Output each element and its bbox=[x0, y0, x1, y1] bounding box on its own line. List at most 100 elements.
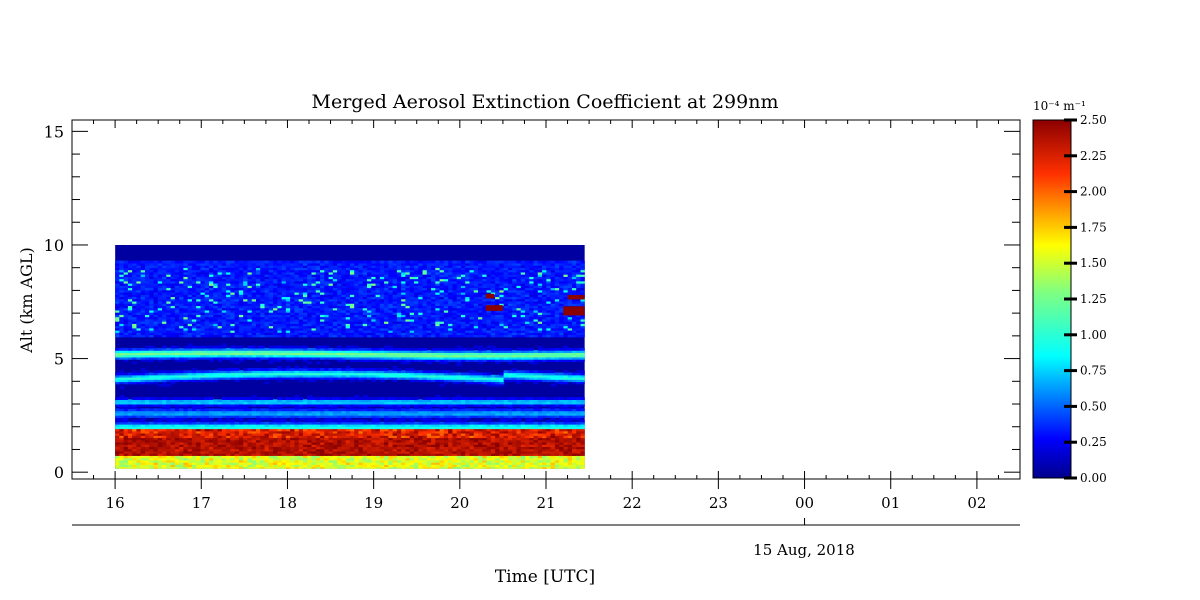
heatmap-cell bbox=[119, 441, 125, 445]
heatmap-cell bbox=[264, 415, 270, 418]
heatmap-cell bbox=[226, 417, 231, 421]
heatmap-cell bbox=[362, 303, 368, 306]
heatmap-cell bbox=[260, 294, 266, 298]
heatmap-cell bbox=[127, 415, 133, 418]
heatmap-cell bbox=[200, 455, 206, 459]
heatmap-cell bbox=[140, 283, 146, 286]
heatmap-cell bbox=[375, 450, 381, 454]
heatmap-cell bbox=[144, 345, 150, 349]
heatmap-cell bbox=[337, 466, 342, 469]
heatmap-cell bbox=[268, 296, 274, 300]
heatmap-cell bbox=[362, 325, 368, 329]
heatmap-cell bbox=[256, 307, 261, 311]
heatmap-cell bbox=[362, 291, 368, 295]
heatmap-cell bbox=[371, 305, 377, 309]
heatmap-cell bbox=[123, 359, 129, 362]
heatmap-cell bbox=[179, 296, 185, 300]
heatmap-cell bbox=[367, 412, 372, 416]
heatmap-cell bbox=[196, 312, 202, 315]
heatmap-cell bbox=[119, 327, 125, 331]
heatmap-cell bbox=[362, 377, 368, 380]
heatmap-cell bbox=[277, 437, 283, 441]
heatmap-cell bbox=[217, 455, 223, 459]
heatmap-cell bbox=[307, 430, 313, 434]
heatmap-cell bbox=[243, 352, 249, 356]
heatmap-cell bbox=[302, 421, 308, 425]
heatmap-cell bbox=[290, 401, 296, 405]
heatmap-cell bbox=[213, 330, 219, 333]
heatmap-cell bbox=[367, 437, 372, 441]
heatmap-cell bbox=[256, 368, 261, 371]
heatmap-cell bbox=[281, 350, 287, 353]
heatmap-cell bbox=[354, 262, 360, 266]
heatmap-cell bbox=[209, 334, 214, 338]
heatmap-cell bbox=[290, 307, 296, 311]
heatmap-cell bbox=[183, 303, 189, 306]
heatmap-cell bbox=[238, 278, 244, 282]
heatmap-cell bbox=[217, 459, 223, 463]
heatmap-cell bbox=[123, 269, 129, 273]
heatmap-cell bbox=[375, 330, 381, 333]
heatmap-cell bbox=[127, 428, 133, 432]
heatmap-cell bbox=[179, 419, 185, 423]
heatmap-cell bbox=[273, 267, 278, 271]
heatmap-cell bbox=[119, 412, 125, 416]
heatmap-cell bbox=[285, 424, 291, 427]
heatmap-cell bbox=[345, 397, 351, 400]
heatmap-cell bbox=[226, 318, 231, 322]
heatmap-cell bbox=[328, 466, 334, 469]
heatmap-cell bbox=[234, 345, 240, 349]
heatmap-cell bbox=[183, 267, 189, 271]
heatmap-cell bbox=[367, 432, 372, 436]
heatmap-cell bbox=[256, 421, 261, 425]
heatmap-cell bbox=[174, 354, 180, 358]
heatmap-cell bbox=[337, 323, 342, 327]
heatmap-cell bbox=[127, 325, 133, 329]
heatmap-cell bbox=[268, 372, 274, 376]
heatmap-cell bbox=[251, 278, 257, 282]
heatmap-cell bbox=[332, 289, 338, 293]
heatmap-cell bbox=[328, 399, 334, 403]
heatmap-cell bbox=[384, 439, 389, 443]
heatmap-cell bbox=[337, 446, 342, 450]
heatmap-cell bbox=[354, 441, 360, 445]
heatmap-cell bbox=[162, 314, 167, 318]
heatmap-cell bbox=[149, 379, 155, 383]
heatmap-cell bbox=[213, 448, 219, 452]
heatmap-cell bbox=[179, 334, 185, 338]
heatmap-cell bbox=[115, 271, 120, 275]
heatmap-cell bbox=[273, 374, 278, 378]
heatmap-cell bbox=[384, 323, 389, 327]
heatmap-cell bbox=[191, 267, 197, 271]
heatmap-cell bbox=[238, 408, 244, 412]
heatmap-cell bbox=[217, 318, 223, 322]
heatmap-cell bbox=[311, 432, 317, 436]
heatmap-cell bbox=[375, 294, 381, 298]
heatmap-cell bbox=[341, 410, 347, 414]
heatmap-cell bbox=[217, 408, 223, 412]
heatmap-cell bbox=[379, 370, 385, 374]
heatmap-cell bbox=[290, 450, 296, 454]
heatmap-cell bbox=[217, 368, 223, 371]
heatmap-cell bbox=[144, 303, 150, 306]
heatmap-cell bbox=[260, 347, 266, 351]
heatmap-cell bbox=[332, 260, 338, 264]
heatmap-cell bbox=[349, 296, 355, 300]
heatmap-cell bbox=[234, 265, 240, 268]
heatmap-cell bbox=[328, 464, 334, 468]
heatmap-cell bbox=[136, 274, 142, 277]
heatmap-cell bbox=[221, 343, 227, 347]
heatmap-cell bbox=[115, 430, 120, 434]
heatmap-cell bbox=[251, 350, 257, 353]
heatmap-cell bbox=[367, 289, 372, 293]
heatmap-cell bbox=[170, 417, 176, 421]
heatmap-cell bbox=[119, 276, 125, 280]
heatmap-cell bbox=[183, 314, 189, 318]
heatmap-cell bbox=[217, 403, 223, 407]
heatmap-cell bbox=[362, 432, 368, 436]
heatmap-cell bbox=[157, 421, 163, 425]
heatmap-cell bbox=[256, 291, 261, 295]
heatmap-cell bbox=[290, 274, 296, 277]
heatmap-cell bbox=[302, 283, 308, 286]
heatmap-cell bbox=[196, 289, 202, 293]
